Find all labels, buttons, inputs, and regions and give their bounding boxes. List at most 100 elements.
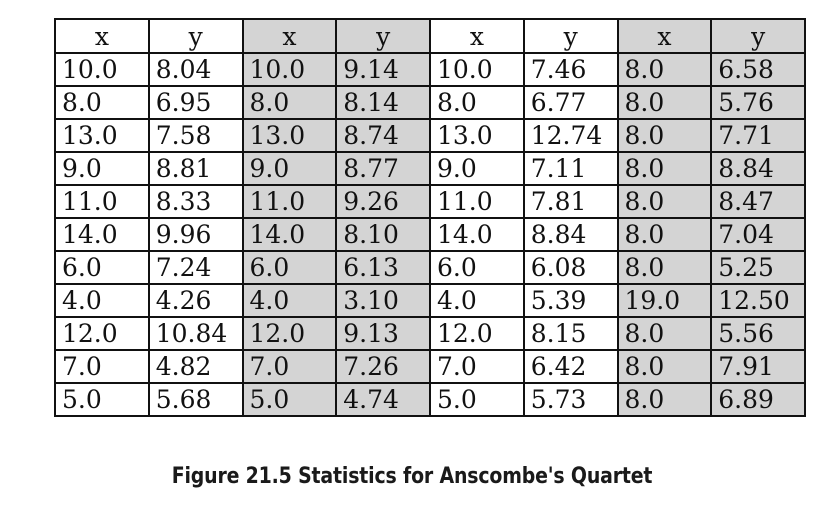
table-row: 13.0 7.58 13.0 8.74 13.0 12.74 8.0 7.71 [54, 118, 806, 153]
table-cell: 7.0 [54, 349, 150, 384]
table-row: 11.0 8.33 11.0 9.26 11.0 7.81 8.0 8.47 [54, 184, 806, 219]
table-cell: 10.0 [54, 52, 150, 87]
table-row: 4.0 4.26 4.0 3.10 4.0 5.39 19.0 12.50 [54, 283, 806, 318]
table-cell: 19.0 [616, 283, 713, 318]
table-cell: 4.82 [147, 349, 244, 384]
table-cell: 8.33 [147, 184, 244, 219]
table-cell: 8.10 [335, 217, 431, 252]
table-row: 8.0 6.95 8.0 8.14 8.0 6.77 8.0 5.76 [54, 85, 806, 120]
table-cell: 7.04 [710, 217, 806, 252]
table-cell: 5.73 [522, 382, 619, 417]
table-cell: 6.89 [710, 382, 806, 417]
table-cell: 6.77 [522, 85, 619, 120]
table-cell: 12.0 [241, 316, 338, 351]
table-cell: 10.0 [429, 52, 525, 87]
column-header-8: y [710, 18, 806, 54]
table-cell: 14.0 [241, 217, 338, 252]
column-header-6: y [522, 18, 619, 54]
table-cell: 7.26 [335, 349, 431, 384]
table-cell: 8.0 [616, 85, 713, 120]
table-cell: 11.0 [241, 184, 338, 219]
table-cell: 5.0 [241, 382, 338, 417]
table-cell: 4.0 [241, 283, 338, 318]
table-cell: 8.0 [54, 85, 150, 120]
table-cell: 8.0 [429, 85, 525, 120]
table-cell: 7.46 [522, 52, 619, 87]
column-header-5: x [429, 18, 525, 54]
table-cell: 14.0 [54, 217, 150, 252]
table-cell: 10.84 [147, 316, 244, 351]
table-cell: 12.50 [710, 283, 806, 318]
table-cell: 12.74 [522, 118, 619, 153]
table-cell: 6.13 [335, 250, 431, 285]
table-cell: 4.0 [429, 283, 525, 318]
table-cell: 13.0 [429, 118, 525, 153]
column-header-1: x [54, 18, 150, 54]
table-cell: 8.0 [616, 151, 713, 186]
table-cell: 9.0 [241, 151, 338, 186]
table-cell: 8.0 [616, 250, 713, 285]
table-cell: 12.0 [54, 316, 150, 351]
table-cell: 7.0 [429, 349, 525, 384]
table-cell: 8.0 [616, 349, 713, 384]
table-cell: 9.13 [335, 316, 431, 351]
table-cell: 9.0 [54, 151, 150, 186]
table-cell: 14.0 [429, 217, 525, 252]
table-cell: 5.25 [710, 250, 806, 285]
table-cell: 11.0 [54, 184, 150, 219]
table-cell: 3.10 [335, 283, 431, 318]
table-cell: 4.74 [335, 382, 431, 417]
table-cell: 7.0 [241, 349, 338, 384]
table-cell: 8.77 [335, 151, 431, 186]
table-cell: 8.84 [522, 217, 619, 252]
table-cell: 5.39 [522, 283, 619, 318]
table-row: 10.0 8.04 10.0 9.14 10.0 7.46 8.0 6.58 [54, 52, 806, 87]
table-cell: 11.0 [429, 184, 525, 219]
table-cell: 8.15 [522, 316, 619, 351]
column-header-3: x [241, 18, 338, 54]
table-cell: 8.74 [335, 118, 431, 153]
table-cell: 13.0 [241, 118, 338, 153]
table-cell: 5.56 [710, 316, 806, 351]
table-cell: 13.0 [54, 118, 150, 153]
table-cell: 8.0 [616, 184, 713, 219]
table-cell: 9.26 [335, 184, 431, 219]
table-cell: 8.0 [616, 316, 713, 351]
table-body: 10.0 8.04 10.0 9.14 10.0 7.46 8.0 6.58 8.0 6.95 8.… [54, 52, 806, 417]
table-cell: 10.0 [241, 52, 338, 87]
table-cell: 8.0 [241, 85, 338, 120]
table-row: 9.0 8.81 9.0 8.77 9.0 7.11 8.0 8.84 [54, 151, 806, 186]
column-header-4: y [335, 18, 431, 54]
table-cell: 6.0 [54, 250, 150, 285]
table-cell: 5.0 [54, 382, 150, 417]
table-cell: 8.14 [335, 85, 431, 120]
table-row: 14.0 9.96 14.0 8.10 14.0 8.84 8.0 7.04 [54, 217, 806, 252]
table-cell: 5.76 [710, 85, 806, 120]
table-cell: 9.96 [147, 217, 244, 252]
table-cell: 4.0 [54, 283, 150, 318]
table-row: 5.0 5.68 5.0 4.74 5.0 5.73 8.0 6.89 [54, 382, 806, 417]
table-cell: 7.11 [522, 151, 619, 186]
table-cell: 7.91 [710, 349, 806, 384]
table-cell: 8.0 [616, 118, 713, 153]
table-cell: 6.08 [522, 250, 619, 285]
table-row: 6.0 7.24 6.0 6.13 6.0 6.08 8.0 5.25 [54, 250, 806, 285]
table-cell: 5.68 [147, 382, 244, 417]
table-row: 7.0 4.82 7.0 7.26 7.0 6.42 8.0 7.91 [54, 349, 806, 384]
table-cell: 8.04 [147, 52, 244, 87]
table-cell: 6.0 [241, 250, 338, 285]
table-cell: 5.0 [429, 382, 525, 417]
table-cell: 8.0 [616, 52, 713, 87]
figure-caption: Figure 21.5 Statistics for Anscombe's Qu… [171, 464, 653, 489]
column-header-2: y [147, 18, 244, 54]
table-cell: 8.0 [616, 382, 713, 417]
table-cell: 7.58 [147, 118, 244, 153]
table-cell: 6.95 [147, 85, 244, 120]
table-cell: 7.71 [710, 118, 806, 153]
table-cell: 8.81 [147, 151, 244, 186]
table-cell: 8.47 [710, 184, 806, 219]
